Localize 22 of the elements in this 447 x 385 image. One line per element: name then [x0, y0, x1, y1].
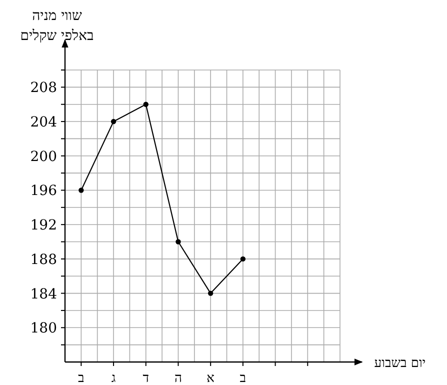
point	[78, 188, 84, 193]
point	[143, 102, 148, 107]
x-tick-label: ב	[78, 371, 84, 385]
y-tick-label: 200	[30, 148, 57, 165]
y-axis-title: שווי מניה באלפי שקלים	[20, 8, 94, 44]
y-tick-label: 188	[30, 252, 57, 268]
x-tick-label: ה	[174, 371, 182, 385]
x-axis-title: יום בשבוע	[374, 356, 426, 371]
y-tick-label: 208	[30, 80, 57, 96]
x-tick-label: ד	[142, 371, 150, 385]
point	[240, 256, 246, 262]
y-tick-label: 180	[30, 320, 57, 337]
y-tick-label: 184	[30, 286, 58, 302]
x-tick-label: ג	[111, 371, 116, 385]
point	[176, 239, 181, 244]
y-tick-label: 196	[30, 183, 58, 200]
point	[110, 118, 116, 124]
point	[208, 290, 214, 296]
x-tick-label: א	[206, 371, 215, 385]
y-tick-label: 192	[30, 218, 57, 234]
x-tick-label: ב	[240, 371, 246, 385]
y-tick-label: 204	[30, 114, 58, 131]
